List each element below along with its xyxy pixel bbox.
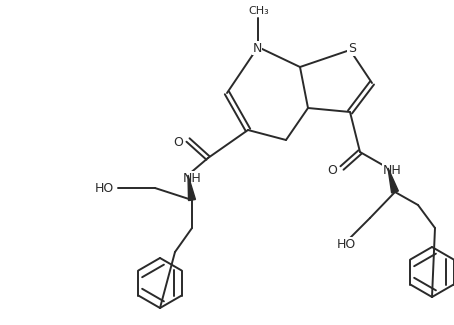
- Text: NH: NH: [383, 163, 401, 176]
- Text: S: S: [348, 43, 356, 56]
- Text: HO: HO: [95, 181, 114, 194]
- Text: N: N: [252, 42, 262, 55]
- Text: HO: HO: [336, 238, 355, 251]
- Text: O: O: [173, 136, 183, 149]
- Polygon shape: [188, 175, 196, 201]
- Polygon shape: [388, 168, 398, 193]
- Text: O: O: [327, 163, 337, 176]
- Text: NH: NH: [183, 172, 202, 185]
- Text: CH₃: CH₃: [249, 6, 269, 16]
